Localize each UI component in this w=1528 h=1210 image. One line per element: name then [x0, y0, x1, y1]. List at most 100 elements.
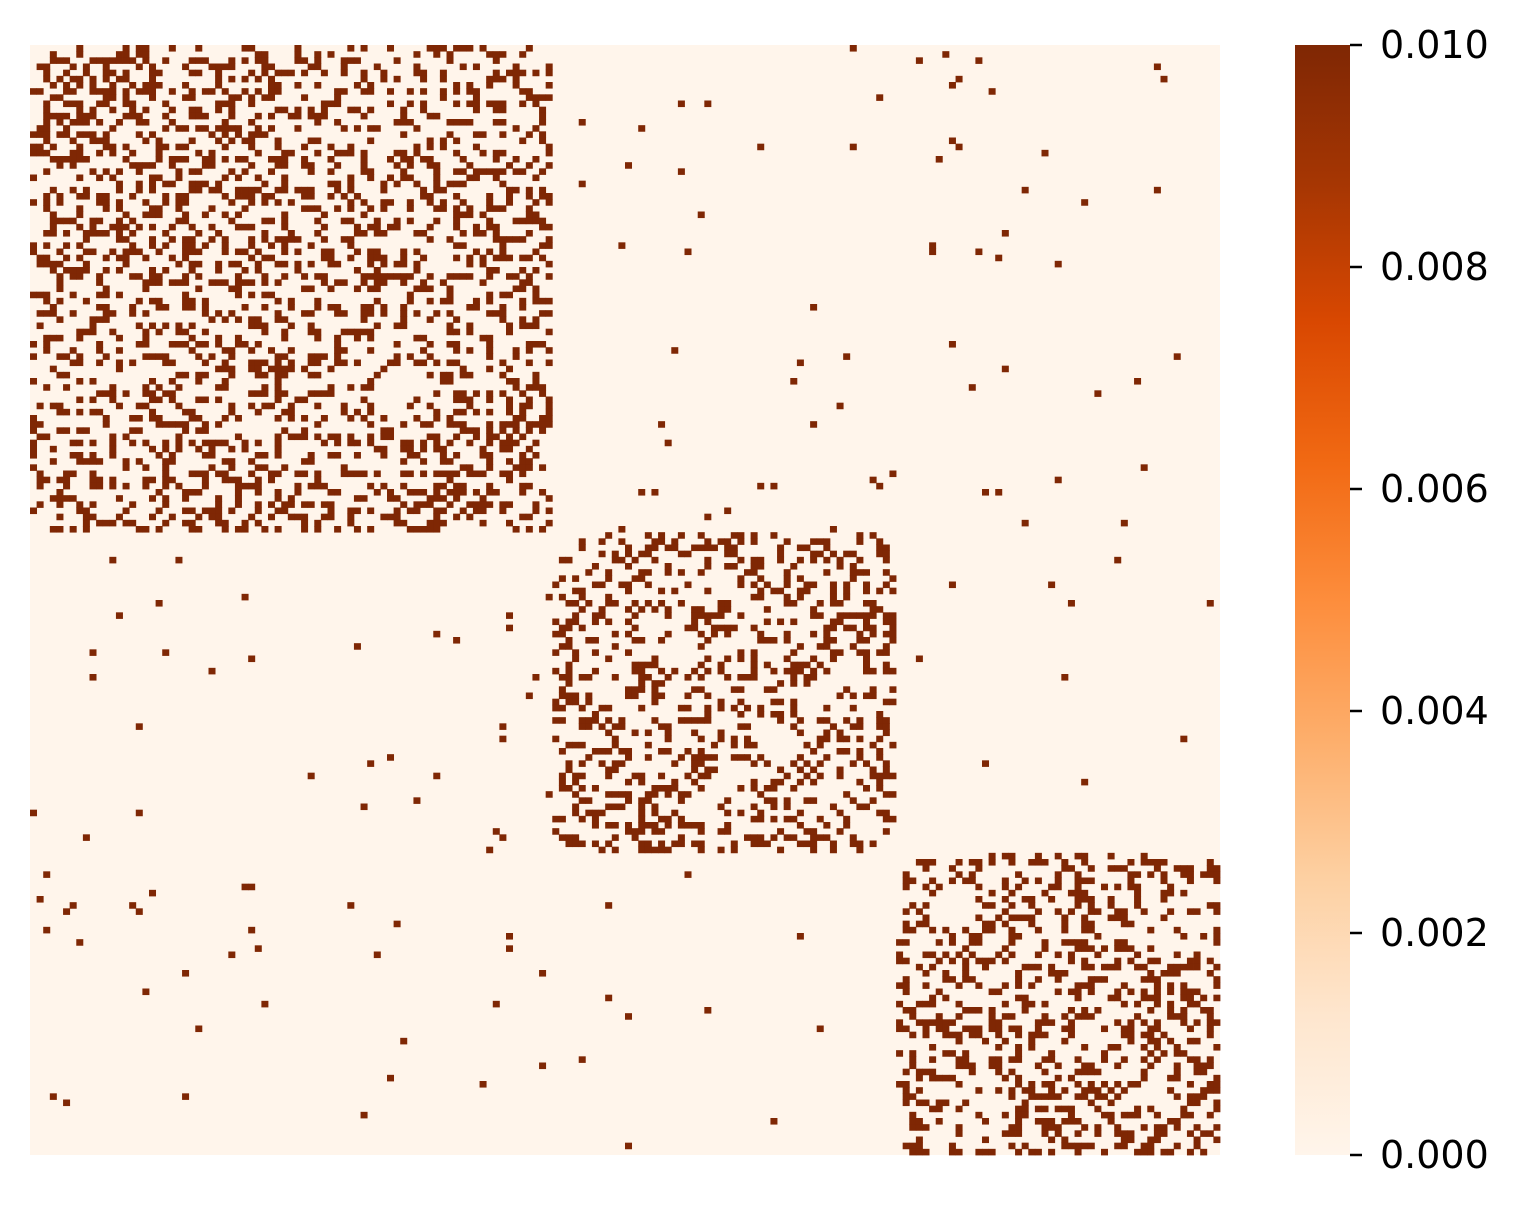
- heatmap-cell: [221, 88, 229, 95]
- heatmap-cell: [1140, 852, 1148, 860]
- heatmap-cell: [420, 347, 428, 354]
- heatmap-cell: [677, 840, 685, 848]
- heatmap-cell: [122, 57, 130, 64]
- heatmap-cell: [208, 186, 216, 194]
- heatmap-cell: [182, 279, 190, 286]
- heatmap-cell: [618, 748, 626, 755]
- heatmap-cell: [1015, 1031, 1023, 1039]
- heatmap-cell: [1140, 1044, 1148, 1051]
- heatmap-cell: [1173, 926, 1181, 934]
- heatmap-cell: [1067, 1105, 1075, 1113]
- heatmap-cell: [168, 513, 176, 521]
- heatmap-cell: [301, 526, 309, 533]
- heatmap-cell: [988, 957, 996, 965]
- heatmap-cell: [102, 88, 110, 95]
- heatmap-cell: [717, 698, 725, 706]
- heatmap-cell: [56, 217, 64, 225]
- heatmap-cell: [76, 82, 84, 89]
- heatmap-cell: [757, 593, 765, 601]
- heatmap-cell: [82, 112, 90, 120]
- heatmap-cell: [373, 322, 381, 330]
- heatmap-cell: [149, 174, 157, 182]
- heatmap-cell: [796, 575, 804, 582]
- heatmap-cell: [757, 711, 765, 718]
- heatmap-cell: [1153, 865, 1161, 872]
- heatmap-cell: [1101, 1025, 1109, 1033]
- heatmap-cell: [1015, 871, 1023, 878]
- heatmap-cell: [446, 285, 454, 293]
- heatmap-cell: [1087, 963, 1095, 971]
- heatmap-cell: [69, 347, 77, 354]
- heatmap-cell: [175, 371, 183, 379]
- heatmap-cell: [36, 470, 44, 478]
- heatmap-cell: [248, 316, 256, 323]
- heatmap-cell: [506, 322, 514, 330]
- heatmap-cell: [115, 359, 123, 367]
- heatmap-cell: [1081, 1093, 1089, 1100]
- heatmap-cell: [955, 1062, 963, 1070]
- heatmap-cell: [499, 390, 507, 397]
- heatmap-cell: [1008, 1013, 1016, 1020]
- heatmap-cell: [413, 334, 421, 342]
- heatmap-cell: [400, 131, 408, 138]
- heatmap-cell: [168, 119, 176, 126]
- heatmap-cell: [314, 112, 322, 120]
- heatmap-cell: [89, 316, 97, 323]
- heatmap-cell: [1081, 896, 1089, 903]
- heatmap-cell: [1034, 852, 1042, 860]
- heatmap-cell: [175, 556, 183, 564]
- heatmap-cell: [459, 156, 467, 163]
- heatmap-cell: [472, 143, 480, 151]
- heatmap-cell: [1034, 1118, 1042, 1125]
- heatmap-cell: [565, 661, 573, 669]
- heatmap-cell: [168, 341, 176, 348]
- heatmap-cell: [975, 1111, 983, 1119]
- heatmap-cell: [353, 230, 361, 237]
- heatmap-cell: [89, 439, 97, 447]
- heatmap-cell: [188, 223, 196, 231]
- heatmap-cell: [519, 402, 527, 410]
- heatmap-cell: [274, 260, 282, 268]
- heatmap-cell: [1074, 1093, 1082, 1100]
- heatmap-cell: [129, 242, 137, 249]
- heatmap-cell: [82, 427, 90, 434]
- heatmap-cell: [49, 445, 57, 453]
- heatmap-cell: [1054, 970, 1062, 977]
- heatmap-cell: [796, 556, 804, 564]
- heatmap-cell: [307, 359, 315, 367]
- heatmap-cell: [413, 149, 421, 157]
- heatmap-cell: [254, 57, 262, 64]
- heatmap-cell: [525, 217, 533, 225]
- heatmap-cell: [261, 304, 269, 311]
- heatmap-cell: [691, 618, 699, 626]
- heatmap-cell: [1081, 926, 1089, 934]
- heatmap-cell: [49, 334, 57, 342]
- heatmap-cell: [182, 125, 190, 132]
- heatmap-cell: [89, 137, 97, 145]
- heatmap-cell: [638, 822, 646, 829]
- heatmap-cell: [327, 51, 335, 58]
- heatmap-cell: [1087, 920, 1095, 928]
- heatmap-cell: [585, 674, 593, 681]
- heatmap-cell: [803, 661, 811, 669]
- heatmap-cell: [869, 741, 877, 749]
- heatmap-cell: [228, 951, 236, 959]
- heatmap-cell: [836, 402, 844, 410]
- heatmap-cell: [545, 359, 553, 367]
- heatmap-cell: [1140, 1142, 1148, 1150]
- heatmap-cell: [1015, 1050, 1023, 1057]
- heatmap-cell: [142, 988, 150, 996]
- heatmap-cell: [406, 199, 414, 206]
- heatmap-cell: [327, 180, 335, 188]
- heatmap-cell: [1015, 1130, 1023, 1137]
- heatmap-cell: [1021, 1087, 1029, 1094]
- heatmap-cell: [929, 1044, 937, 1051]
- heatmap-cell: [823, 667, 831, 675]
- heatmap-cell: [76, 396, 84, 404]
- heatmap-cell: [30, 149, 38, 157]
- heatmap-cell: [360, 803, 368, 811]
- heatmap-cell: [1081, 778, 1089, 786]
- heatmap-cell: [30, 809, 38, 817]
- heatmap-cell: [1034, 976, 1042, 983]
- heatmap-cell: [856, 778, 864, 786]
